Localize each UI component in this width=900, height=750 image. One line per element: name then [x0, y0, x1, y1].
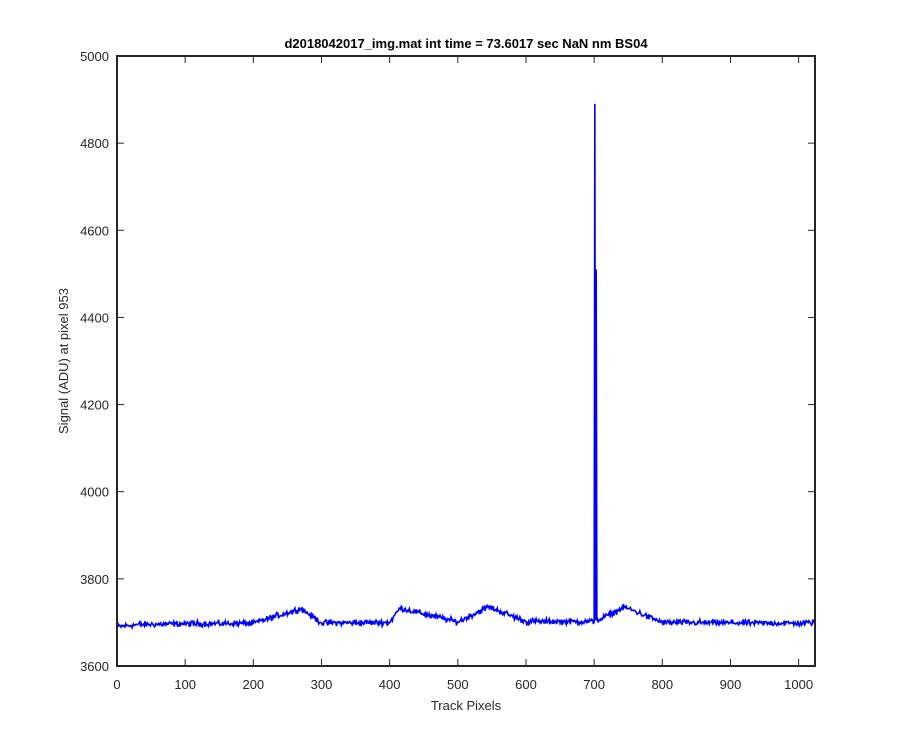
ticks-layer: 0 100 200 300 400 500 600 700 800 900 1000 3600 3800…	[80, 49, 815, 692]
x-tick-label: 1000	[784, 677, 813, 692]
x-tick-label: 300	[311, 677, 333, 692]
y-tick-label: 4800	[80, 136, 109, 151]
x-tick-label: 0	[113, 677, 120, 692]
x-axis-label: Track Pixels	[431, 698, 502, 713]
chart-title: d2018042017_img.mat int time = 73.6017 s…	[284, 36, 648, 51]
data-layer	[116, 103, 815, 631]
series-line	[116, 103, 815, 631]
y-tick-label: 5000	[80, 49, 109, 64]
x-tick-label: 600	[515, 677, 537, 692]
x-tick-label: 500	[447, 677, 469, 692]
y-tick-label: 4400	[80, 310, 109, 325]
y-tick-label: 3600	[80, 659, 109, 674]
x-tick-label: 900	[720, 677, 742, 692]
y-tick-label: 4000	[80, 485, 109, 500]
x-tick-label: 700	[583, 677, 605, 692]
plot-background	[117, 56, 815, 666]
y-tick-label: 3800	[80, 572, 109, 587]
x-tick-label: 200	[242, 677, 264, 692]
y-axis-label: Signal (ADU) at pixel 953	[56, 288, 71, 434]
x-tick-label: 400	[379, 677, 401, 692]
x-tick-label: 800	[651, 677, 673, 692]
x-tick-label: 100	[174, 677, 196, 692]
y-tick-label: 4600	[80, 223, 109, 238]
y-tick-label: 4200	[80, 398, 109, 413]
plot-frame	[116, 55, 816, 667]
